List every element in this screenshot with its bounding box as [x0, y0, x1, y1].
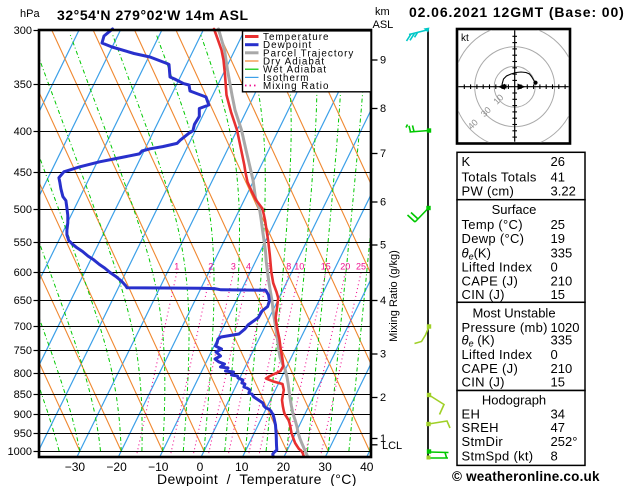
svg-text:Lifted Index: Lifted Index	[462, 347, 533, 362]
svg-text:02.06.2021 12GMT (Base: 00): 02.06.2021 12GMT (Base: 00)	[409, 4, 625, 20]
svg-text:8: 8	[380, 103, 386, 115]
svg-text:300: 300	[14, 25, 32, 37]
svg-text:335: 335	[551, 332, 573, 347]
svg-text:Mixing Ratio: Mixing Ratio	[263, 81, 330, 92]
svg-text:Dewp (°C): Dewp (°C)	[462, 231, 525, 246]
svg-text:550: 550	[14, 237, 32, 249]
svg-text:CAPE (J): CAPE (J)	[462, 361, 519, 376]
svg-text:EH: EH	[462, 406, 481, 421]
svg-text:9: 9	[380, 55, 386, 67]
svg-text:5: 5	[380, 240, 386, 252]
svg-text:Dewpoint: Dewpoint	[263, 40, 312, 51]
svg-text:900: 900	[14, 409, 32, 421]
svg-text:0: 0	[551, 347, 558, 362]
svg-text:Lifted Index: Lifted Index	[462, 260, 533, 275]
svg-text:CIN (J): CIN (J)	[462, 287, 505, 302]
svg-text:8: 8	[286, 262, 291, 272]
svg-text:850: 850	[14, 389, 32, 401]
svg-text:47: 47	[551, 420, 565, 435]
svg-text:−30: −30	[65, 460, 86, 474]
svg-text:CIN (J): CIN (J)	[462, 375, 505, 390]
svg-text:km: km	[375, 6, 390, 18]
svg-text:Temp (°C): Temp (°C)	[462, 217, 523, 232]
svg-text:19: 19	[551, 231, 565, 246]
svg-text:Hodograph: Hodograph	[482, 393, 546, 408]
svg-text:CAPE (J): CAPE (J)	[462, 274, 519, 289]
svg-text:500: 500	[14, 204, 32, 216]
svg-text:210: 210	[551, 274, 573, 289]
svg-text:PW (cm): PW (cm)	[462, 184, 515, 199]
svg-text:© weatheronline.co.uk: © weatheronline.co.uk	[452, 469, 600, 484]
svg-text:3.22: 3.22	[551, 184, 576, 199]
svg-text:2: 2	[208, 262, 213, 272]
svg-text:Mixing Ratio (g/kg): Mixing Ratio (g/kg)	[388, 250, 400, 342]
svg-text:350: 350	[14, 79, 32, 91]
svg-text:2: 2	[380, 392, 386, 404]
svg-text:hPa: hPa	[20, 8, 40, 20]
svg-text:20: 20	[277, 460, 291, 474]
svg-text:−20: −20	[106, 460, 127, 474]
svg-text:25: 25	[551, 217, 565, 232]
svg-text:Temperature: Temperature	[263, 32, 330, 43]
svg-text:10: 10	[235, 460, 249, 474]
svg-text:25: 25	[356, 262, 366, 272]
svg-text:Totals Totals: Totals Totals	[462, 170, 537, 185]
svg-text:θe (K): θe (K)	[462, 332, 495, 348]
svg-text:6: 6	[380, 197, 386, 209]
svg-text:34: 34	[551, 406, 565, 421]
svg-text:252°: 252°	[551, 434, 578, 449]
svg-text:450: 450	[14, 167, 32, 179]
svg-text:15: 15	[321, 262, 331, 272]
svg-text:Most Unstable: Most Unstable	[472, 306, 555, 321]
svg-text:15: 15	[551, 375, 565, 390]
svg-text:650: 650	[14, 295, 32, 307]
svg-text:600: 600	[14, 267, 32, 279]
svg-text:1: 1	[174, 262, 179, 272]
svg-text:Pressure (mb): Pressure (mb)	[462, 320, 548, 335]
svg-text:SREH: SREH	[462, 420, 499, 435]
svg-text:kt: kt	[461, 33, 469, 44]
svg-text:20: 20	[340, 262, 350, 272]
svg-text:3: 3	[231, 262, 236, 272]
svg-text:1020: 1020	[551, 320, 580, 335]
svg-text:LCL: LCL	[382, 440, 402, 452]
svg-text:15: 15	[551, 287, 565, 302]
svg-text:700: 700	[14, 321, 32, 333]
svg-text:8: 8	[551, 449, 558, 464]
svg-text:40: 40	[360, 460, 374, 474]
svg-text:StmSpd (kt): StmSpd (kt)	[462, 449, 534, 464]
svg-text:950: 950	[14, 428, 32, 440]
svg-text:30: 30	[318, 460, 332, 474]
svg-text:6: 6	[266, 262, 271, 272]
svg-text:750: 750	[14, 345, 32, 357]
svg-text:Dry Adiabat: Dry Adiabat	[263, 57, 325, 68]
svg-text:32°54'N 279°02'W 14m ASL: 32°54'N 279°02'W 14m ASL	[57, 7, 249, 23]
svg-text:K: K	[462, 154, 471, 169]
svg-text:26: 26	[551, 154, 565, 169]
svg-text:0: 0	[197, 460, 204, 474]
svg-text:335: 335	[551, 246, 573, 261]
svg-text:3: 3	[380, 349, 386, 361]
svg-text:Surface: Surface	[492, 202, 537, 217]
svg-text:StmDir: StmDir	[462, 434, 504, 449]
svg-text:4: 4	[380, 295, 386, 307]
svg-text:0: 0	[551, 260, 558, 275]
svg-text:−10: −10	[148, 460, 169, 474]
svg-text:ASL: ASL	[373, 19, 394, 31]
svg-text:4: 4	[246, 262, 251, 272]
svg-text:210: 210	[551, 361, 573, 376]
svg-text:Isotherm: Isotherm	[263, 73, 310, 84]
svg-text:Dewpoint / Temperature (°C): Dewpoint / Temperature (°C)	[157, 471, 357, 486]
svg-text:800: 800	[14, 368, 32, 380]
svg-text:400: 400	[14, 126, 32, 138]
svg-text:1000: 1000	[8, 446, 32, 458]
svg-text:41: 41	[551, 170, 565, 185]
svg-text:10: 10	[294, 262, 304, 272]
svg-text:Parcel Trajectory: Parcel Trajectory	[263, 48, 354, 59]
svg-text:Wet Adiabat: Wet Adiabat	[263, 65, 327, 76]
svg-text:1: 1	[380, 433, 386, 445]
svg-text:7: 7	[380, 148, 386, 160]
